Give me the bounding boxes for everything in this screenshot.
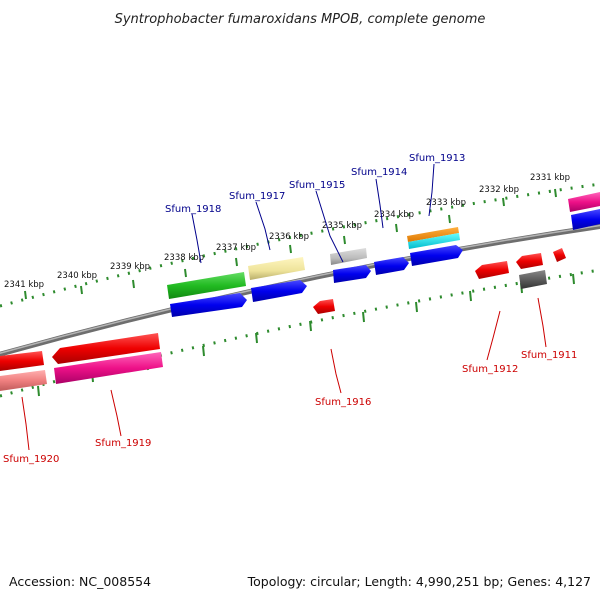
gene-1911-red-2[interactable] bbox=[516, 253, 543, 269]
gene-right-blue[interactable] bbox=[571, 209, 600, 230]
gene-1919-pink[interactable] bbox=[54, 352, 163, 384]
gene-1915-gray[interactable] bbox=[330, 248, 367, 265]
gene-label-sfum-1920[interactable]: Sfum_1920 bbox=[3, 454, 59, 465]
gene-label-sfum-1913[interactable]: Sfum_1913 bbox=[409, 153, 465, 164]
gene-label-sfum-1916[interactable]: Sfum_1916 bbox=[315, 397, 371, 408]
gene-1917-khaki[interactable] bbox=[248, 257, 305, 280]
scale-label-2341: 2341 kbp bbox=[4, 280, 44, 290]
scale-label-2334: 2334 kbp bbox=[374, 210, 414, 220]
scale-label-2331: 2331 kbp bbox=[530, 173, 570, 183]
gene-label-sfum-1917[interactable]: Sfum_1917 bbox=[229, 191, 285, 202]
gene-1918-green[interactable] bbox=[167, 272, 246, 299]
forward-features bbox=[167, 192, 600, 317]
gene-right-pink[interactable] bbox=[568, 192, 600, 212]
gene-label-sfum-1912[interactable]: Sfum_1912 bbox=[462, 364, 518, 375]
outer-major-ticks bbox=[24, 188, 557, 300]
gene-1911-dgray[interactable] bbox=[519, 270, 547, 289]
gene-1913-cyan[interactable] bbox=[408, 233, 460, 249]
gene-1920-red[interactable] bbox=[0, 351, 44, 371]
gene-1913-orange[interactable] bbox=[407, 227, 459, 242]
inner-scale-ruler bbox=[0, 268, 600, 398]
scale-label-2337: 2337 kbp bbox=[216, 243, 256, 253]
gene-1920-salmon[interactable] bbox=[0, 370, 47, 391]
gene-label-sfum-1915[interactable]: Sfum_1915 bbox=[289, 180, 345, 191]
scale-label-2333: 2333 kbp bbox=[426, 198, 466, 208]
genome-backbone-highlight bbox=[0, 224, 600, 354]
gene-label-sfum-1918[interactable]: Sfum_1918 bbox=[165, 204, 221, 215]
scale-label-2336: 2336 kbp bbox=[269, 232, 309, 242]
gene-1914-blue[interactable] bbox=[374, 257, 409, 275]
map-title: Syntrophobacter fumaroxidans MPOB, compl… bbox=[115, 12, 486, 27]
scale-label-2340: 2340 kbp bbox=[57, 271, 97, 281]
accession-text: Accession: NC_008554 bbox=[9, 574, 151, 589]
genome-summary-text: Topology: circular; Length: 4,990,251 bp… bbox=[247, 574, 591, 589]
gene-1913-blue[interactable] bbox=[410, 245, 463, 266]
gene-1919-red[interactable] bbox=[52, 333, 160, 364]
bottom-leader-lines bbox=[21, 297, 547, 451]
gene-1916-red[interactable] bbox=[313, 299, 335, 314]
gene-1915-blue[interactable] bbox=[333, 265, 371, 283]
scale-label-2339: 2339 kbp bbox=[110, 262, 150, 272]
top-leader-lines bbox=[191, 163, 435, 264]
scale-label-2338: 2338 kbp bbox=[164, 253, 204, 263]
gene-label-sfum-1919[interactable]: Sfum_1919 bbox=[95, 438, 151, 449]
gene-1918-blue[interactable] bbox=[170, 293, 247, 317]
scale-label-2335: 2335 kbp bbox=[322, 221, 362, 231]
gene-1911-red[interactable] bbox=[553, 248, 566, 262]
gene-label-sfum-1914[interactable]: Sfum_1914 bbox=[351, 167, 407, 178]
reverse-features bbox=[0, 248, 566, 391]
gene-1912-red[interactable] bbox=[475, 261, 509, 279]
gene-label-sfum-1911[interactable]: Sfum_1911 bbox=[521, 350, 577, 361]
scale-label-2332: 2332 kbp bbox=[479, 185, 519, 195]
gene-1917-blue[interactable] bbox=[251, 280, 307, 302]
